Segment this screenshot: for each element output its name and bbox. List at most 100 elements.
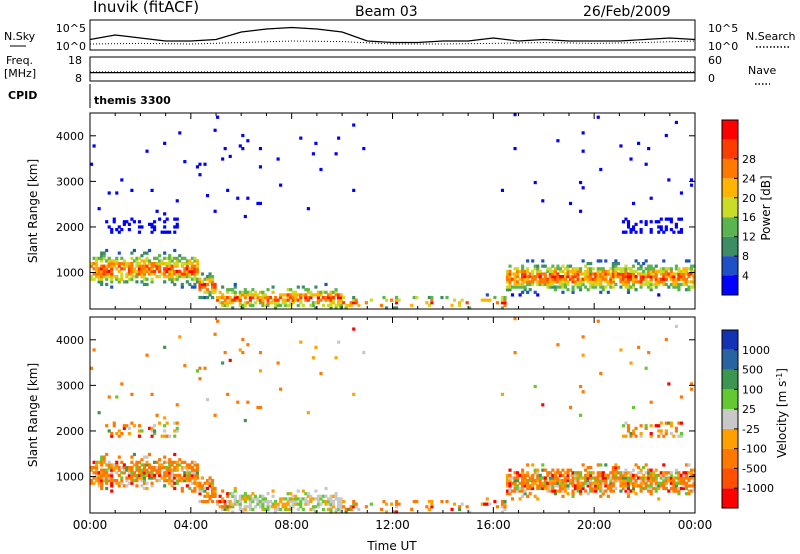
heatmap-cell: [198, 280, 202, 284]
heatmap-cell: [677, 285, 681, 289]
freq-left-unit: [MHz]: [4, 67, 36, 80]
heatmap-cell: [513, 317, 517, 321]
heatmap-cell: [614, 473, 618, 478]
heatmap-cell: [626, 288, 631, 292]
heatmap-cell: [289, 492, 293, 496]
heatmap-cell: [637, 471, 641, 475]
heatmap-cell: [624, 479, 628, 483]
heatmap-cell: [122, 264, 126, 268]
heatmap-cell: [611, 468, 615, 472]
heatmap-cell: [125, 468, 129, 472]
heatmap-cell: [609, 489, 613, 493]
heatmap-cell: [263, 295, 268, 300]
heatmap-cell: [289, 303, 293, 307]
heatmap-cell: [682, 269, 686, 274]
heatmap-cell: [395, 301, 399, 305]
heatmap-cell: [458, 507, 462, 511]
heatmap-cell: [304, 295, 308, 300]
heatmap-cell: [203, 486, 207, 491]
heatmap-cell: [679, 269, 683, 274]
heatmap-cell: [546, 269, 550, 274]
heatmap-cell: [369, 298, 373, 302]
heatmap-cell: [521, 264, 525, 268]
heatmap-cell: [644, 275, 648, 279]
heatmap-cell: [120, 227, 124, 232]
heatmap-cell: [238, 295, 242, 300]
heatmap-cell: [261, 497, 265, 501]
heatmap-cell: [531, 259, 535, 263]
heatmap-cell: [674, 120, 678, 125]
heatmap-cell: [95, 471, 99, 475]
heatmap-cell: [211, 479, 215, 483]
heatmap-cell: [521, 481, 525, 485]
heatmap-cell: [97, 267, 101, 271]
heatmap-cell: [503, 507, 507, 511]
colorbar-tick-label: 16: [742, 211, 756, 224]
heatmap-cell: [581, 335, 585, 339]
heatmap-cell: [170, 280, 174, 284]
heatmap-cell: [127, 264, 131, 268]
heatmap-cell: [228, 301, 232, 305]
heatmap-cell: [291, 290, 295, 294]
heatmap-cell: [664, 421, 668, 425]
heatmap-cell: [203, 366, 207, 370]
heatmap-cell: [621, 269, 626, 274]
heatmap-cell: [621, 471, 626, 475]
heatmap-cell: [334, 152, 338, 156]
heatmap-cell: [115, 431, 119, 436]
heatmap-cell: [624, 277, 628, 281]
heatmap-cell: [667, 382, 671, 386]
heatmap-cell: [216, 319, 220, 323]
heatmap-cell: [536, 280, 540, 284]
heatmap-cell: [510, 481, 515, 485]
heatmap-cell: [190, 261, 194, 266]
heatmap-cell: [178, 269, 182, 274]
heatmap-cell: [584, 272, 588, 276]
heatmap-cell: [193, 481, 197, 485]
heatmap-cell: [92, 272, 96, 276]
heatmap-cell: [523, 492, 527, 496]
heatmap-cell: [153, 429, 157, 433]
heatmap-cell: [616, 476, 620, 480]
heatmap-cell: [216, 295, 220, 300]
heatmap-cell: [122, 468, 126, 472]
heatmap-cell: [188, 259, 192, 263]
heatmap-cell: [649, 476, 653, 480]
heatmap-cell: [566, 479, 570, 483]
heatmap-cell: [329, 295, 333, 300]
noise-right-tick-bottom: 10^0: [708, 40, 738, 53]
heatmap-cell: [150, 225, 154, 229]
heatmap-cell: [679, 282, 683, 287]
heatmap-cell: [558, 489, 562, 493]
heatmap-cell: [185, 264, 189, 268]
heatmap-cell: [556, 285, 560, 289]
heatmap-cell: [548, 486, 552, 491]
heatmap-cell: [173, 481, 177, 485]
heatmap-cell: [102, 264, 106, 268]
heatmap-cell: [571, 481, 575, 485]
heatmap-cell: [639, 230, 643, 234]
heatmap-cell: [563, 471, 568, 475]
heatmap-cell: [510, 272, 515, 276]
heatmap-cell: [425, 505, 429, 509]
x-tick-label: 16:00: [476, 518, 511, 532]
heatmap-cell: [669, 424, 673, 428]
heatmap-cell: [687, 272, 691, 276]
heatmap-cell: [606, 473, 610, 478]
heatmap-cell: [321, 290, 326, 294]
heatmap-cell: [684, 267, 689, 271]
heatmap-cell: [90, 275, 94, 279]
heatmap-cell: [332, 494, 336, 498]
heatmap-cell: [274, 510, 278, 514]
heatmap-cell: [389, 298, 394, 302]
heatmap-cell: [100, 277, 104, 281]
heatmap-cell: [100, 476, 104, 480]
heatmap-cell: [301, 489, 305, 493]
heatmap-cell: [606, 494, 610, 498]
heatmap-cell: [516, 280, 520, 284]
heatmap-cell: [316, 499, 320, 504]
heatmap-cell: [102, 471, 106, 475]
heatmap-cell: [326, 303, 331, 307]
heatmap-cell: [263, 293, 268, 297]
heatmap-cell: [586, 280, 590, 284]
